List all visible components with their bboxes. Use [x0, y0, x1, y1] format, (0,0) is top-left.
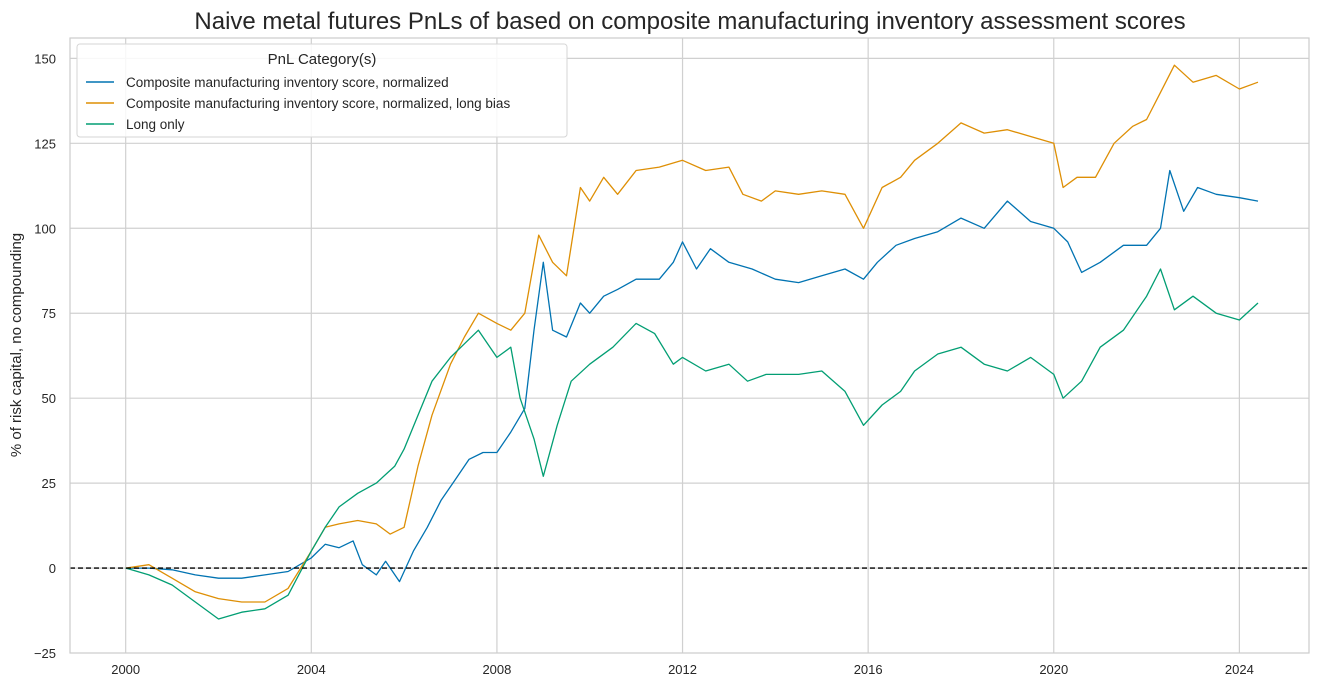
y-tick-label: 25 [42, 476, 56, 491]
y-tick-label: −25 [34, 646, 56, 661]
series-line-0 [125, 169, 1259, 583]
x-tick-label: 2012 [668, 662, 697, 677]
y-tick-label: 125 [34, 136, 56, 151]
grid [70, 38, 1309, 653]
series-line-2 [125, 268, 1259, 620]
series-lines [70, 64, 1309, 620]
legend: PnL Category(s) Composite manufacturing … [76, 43, 568, 138]
x-tick-label: 2008 [482, 662, 511, 677]
y-tick-label: 50 [42, 391, 56, 406]
legend-box [76, 43, 568, 138]
x-tick-label: 2016 [854, 662, 883, 677]
legend-entry: Long only [126, 117, 185, 132]
legend-entry: Composite manufacturing inventory score,… [126, 75, 449, 90]
series-line-1 [125, 64, 1259, 603]
plot-frame [69, 37, 1310, 654]
legend-title: PnL Category(s) [268, 51, 377, 68]
x-tick-label: 2000 [111, 662, 140, 677]
x-axis: 2000 2004 2008 2012 2016 2020 2024 [111, 662, 1254, 677]
y-tick-label: 0 [49, 561, 56, 576]
y-axis-label: % of risk capital, no compounding [8, 233, 25, 457]
y-tick-label: 150 [34, 51, 56, 66]
x-tick-label: 2004 [297, 662, 326, 677]
x-tick-label: 2024 [1225, 662, 1254, 677]
y-tick-label: 75 [42, 306, 56, 321]
x-tick-label: 2020 [1039, 662, 1068, 677]
y-axis: −25 0 25 50 75 100 125 150 [34, 51, 56, 661]
chart-title: Naive metal futures PnLs of based on com… [194, 8, 1185, 35]
legend-entry: Composite manufacturing inventory score,… [126, 96, 510, 111]
y-tick-label: 100 [34, 221, 56, 236]
